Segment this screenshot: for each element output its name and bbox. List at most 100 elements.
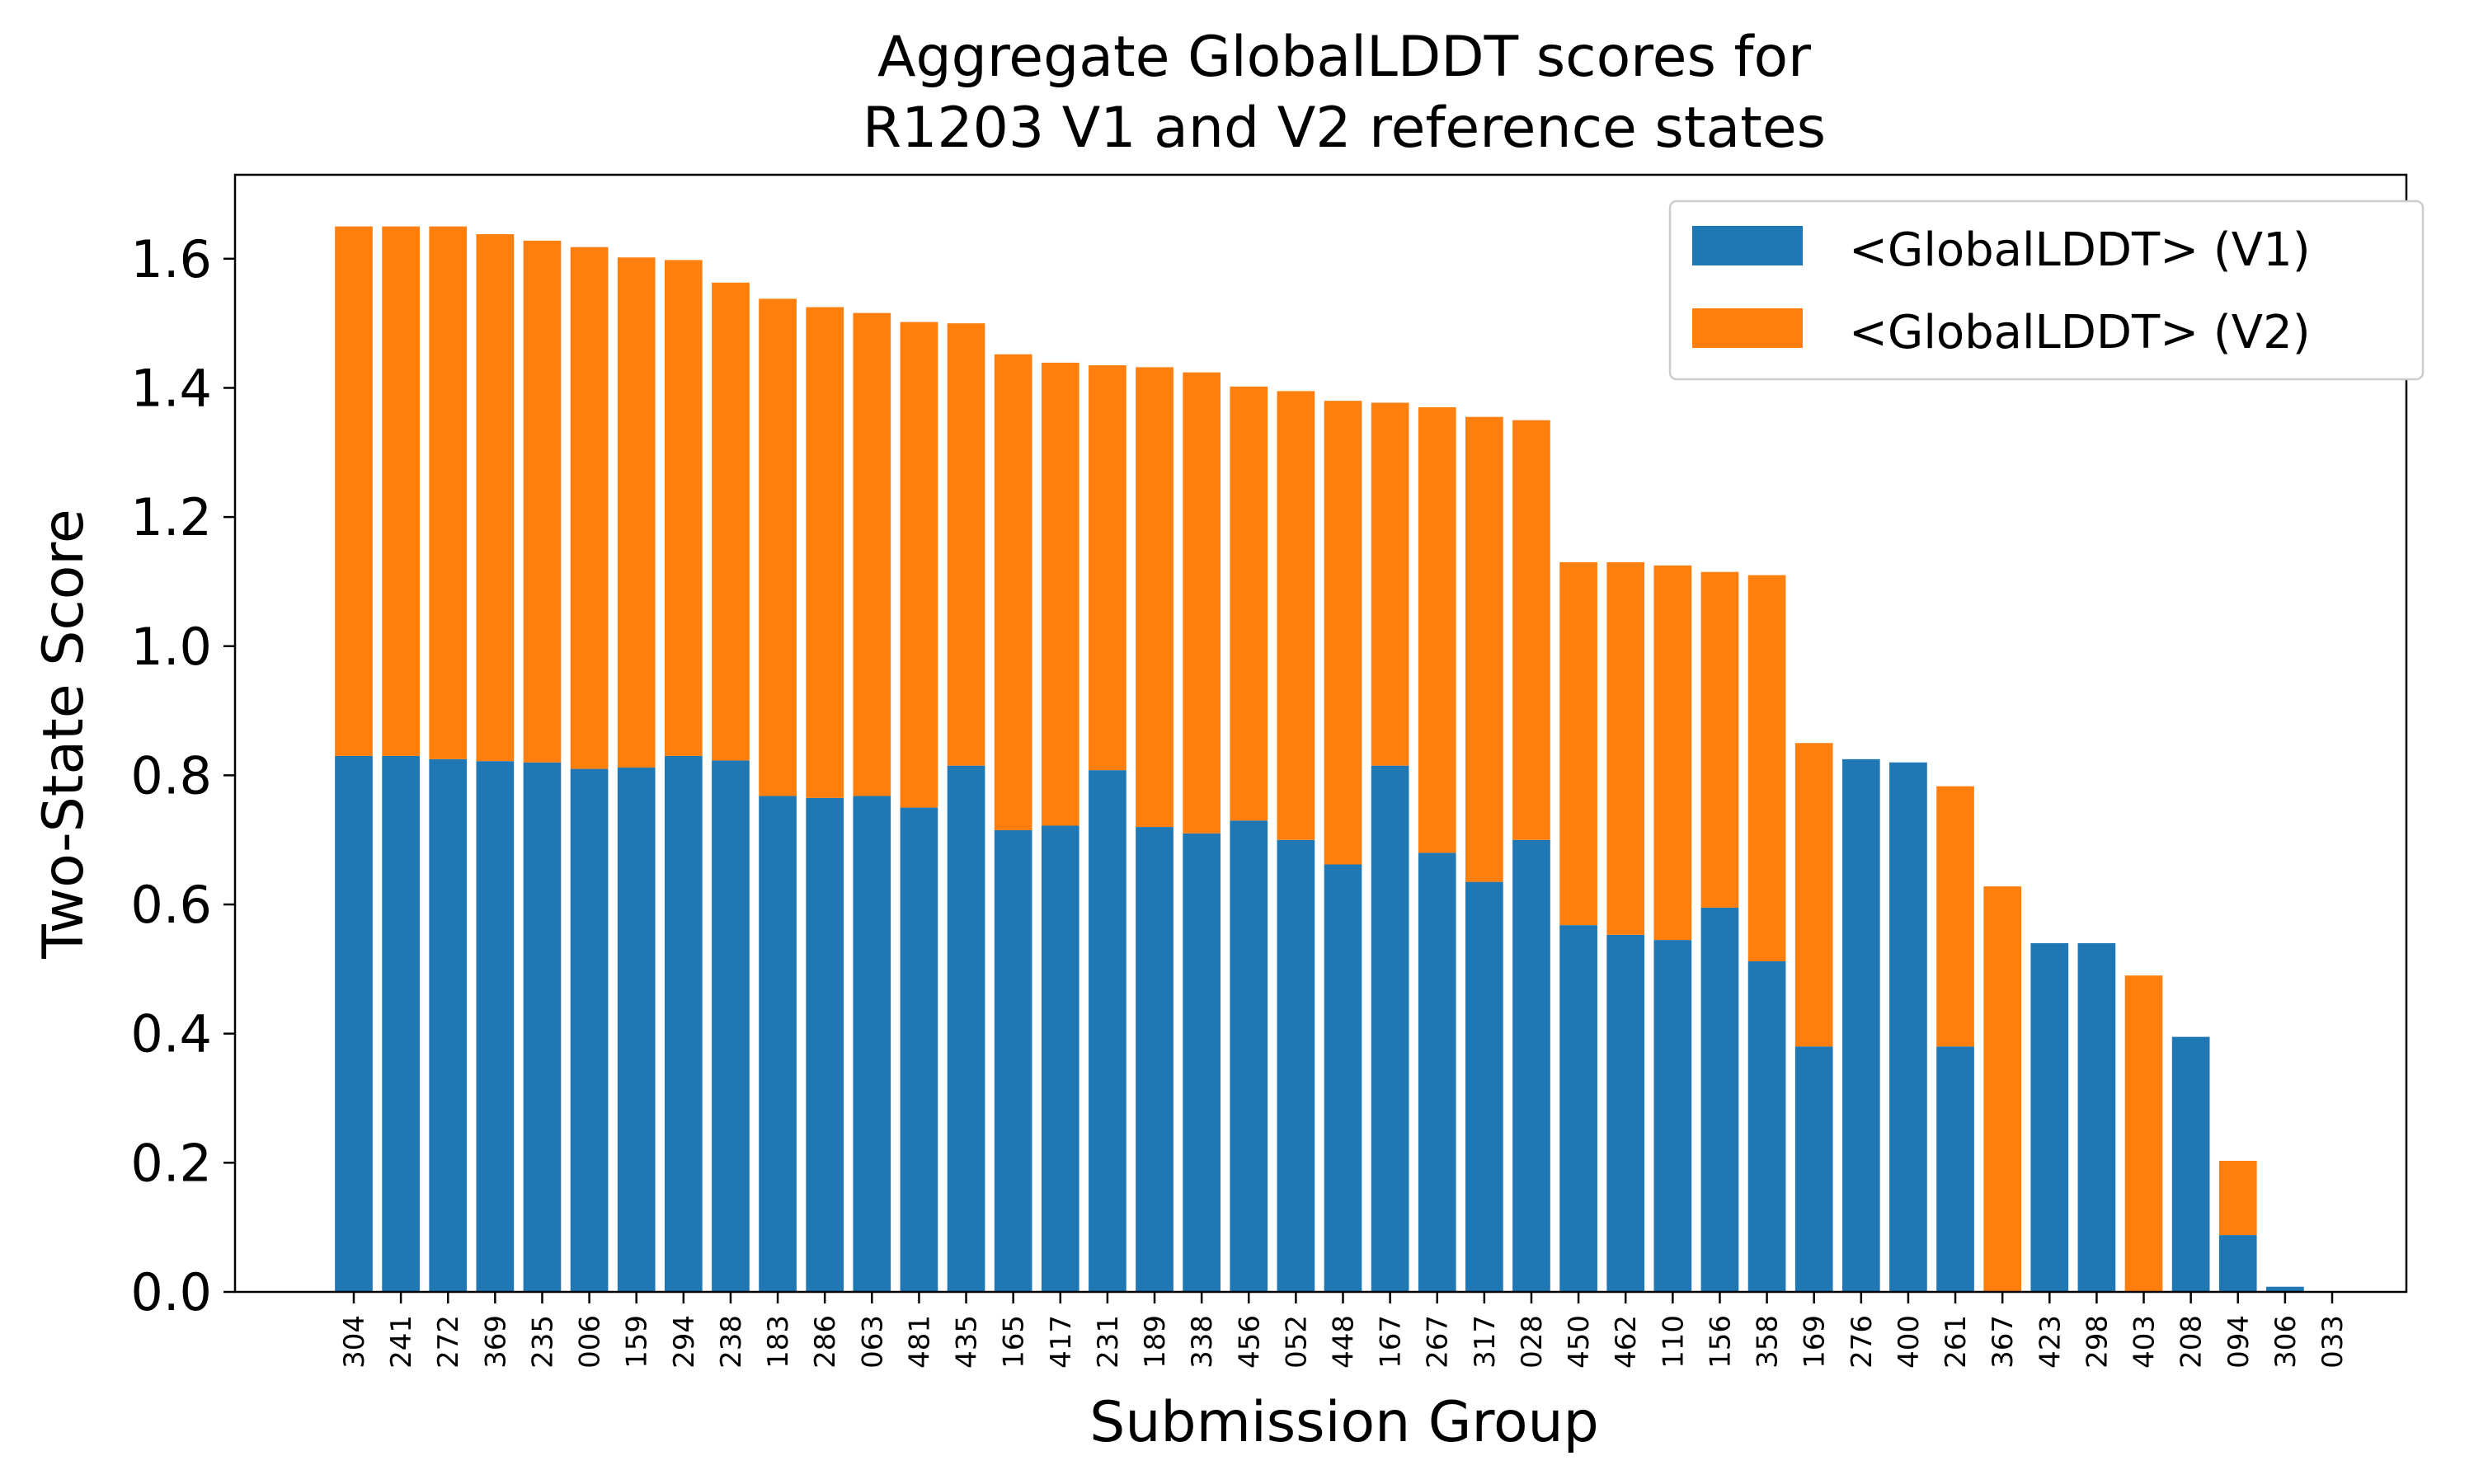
x-tick-label: 006	[574, 1315, 607, 1369]
bar-294-v2	[664, 260, 703, 756]
y-tick-label: 1.2	[130, 487, 212, 547]
bar-272-v1	[429, 758, 468, 1292]
bar-165-v1	[994, 829, 1032, 1292]
y-axis-label: Two-State Score	[31, 509, 96, 959]
x-tick-label: 462	[1610, 1315, 1643, 1369]
bar-450-v1	[1559, 925, 1597, 1292]
bar-169-v1	[1794, 1046, 1833, 1292]
bar-261-v2	[1936, 786, 1974, 1047]
bar-231-v2	[1089, 365, 1126, 771]
x-tick-label: 450	[1563, 1315, 1596, 1369]
x-tick-label: 338	[1186, 1315, 1219, 1369]
bar-267-v2	[1418, 406, 1456, 853]
y-tick-label: 0.2	[130, 1133, 212, 1193]
bar-367-v2	[1983, 886, 2022, 1292]
y-tick-label: 1.6	[130, 229, 212, 289]
bar-063-v1	[853, 796, 891, 1292]
bar-156-v2	[1700, 571, 1739, 908]
bars-group	[335, 226, 2304, 1292]
bar-156-v1	[1700, 907, 1739, 1292]
y-tick-label: 0.4	[130, 1004, 212, 1064]
x-tick-label: 267	[1422, 1315, 1455, 1369]
x-tick-label: 231	[1092, 1315, 1125, 1369]
bar-028-v1	[1512, 839, 1550, 1292]
x-tick-label: 403	[2128, 1315, 2161, 1369]
bar-338-v2	[1183, 372, 1221, 834]
bar-417-v2	[1041, 362, 1079, 826]
bar-167-v1	[1371, 765, 1409, 1292]
x-tick-label: 400	[1893, 1315, 1926, 1369]
legend-label-v1: <GlobalLDDT> (V1)	[1849, 223, 2311, 277]
bar-462-v2	[1606, 561, 1645, 935]
bar-165-v2	[994, 354, 1032, 830]
x-tick-label: 183	[762, 1315, 795, 1369]
x-tick-label: 304	[338, 1315, 371, 1369]
bar-369-v1	[476, 761, 515, 1292]
bar-028-v2	[1512, 420, 1550, 840]
bar-417-v1	[1041, 825, 1079, 1292]
bar-481-v2	[900, 322, 938, 808]
x-tick-label: 294	[668, 1315, 701, 1369]
bar-006-v1	[570, 768, 609, 1292]
bar-448-v1	[1324, 864, 1362, 1292]
bar-094-v2	[2218, 1161, 2257, 1236]
bar-063-v2	[853, 312, 891, 796]
legend-label-v2: <GlobalLDDT> (V2)	[1849, 306, 2311, 359]
bar-435-v2	[947, 323, 985, 766]
bar-286-v2	[806, 307, 844, 798]
x-tick-label: 052	[1280, 1315, 1313, 1369]
bar-298-v1	[2077, 943, 2116, 1292]
bar-450-v2	[1559, 561, 1597, 926]
bar-208-v1	[2171, 1036, 2210, 1292]
x-tick-label: 235	[526, 1315, 559, 1369]
bar-169-v2	[1794, 743, 1833, 1047]
x-tick-label: 159	[621, 1315, 654, 1369]
bar-094-v1	[2218, 1235, 2257, 1292]
x-tick-label: 165	[998, 1315, 1031, 1369]
bar-238-v2	[712, 282, 750, 761]
bar-294-v1	[664, 755, 703, 1292]
x-tick-label: 448	[1328, 1315, 1361, 1369]
x-tick-label: 276	[1846, 1315, 1879, 1369]
y-tick-label: 0.8	[130, 745, 212, 805]
x-tick-label: 169	[1799, 1315, 1832, 1369]
bar-369-v2	[476, 234, 515, 762]
x-tick-label: 241	[385, 1315, 418, 1369]
bar-481-v1	[900, 807, 938, 1292]
bar-241-v1	[382, 755, 420, 1292]
bar-052-v1	[1277, 839, 1315, 1292]
bar-358-v2	[1747, 575, 1786, 961]
bar-403-v2	[2124, 975, 2163, 1292]
legend-swatch-v2	[1692, 308, 1803, 348]
chart-title-line2: R1203 V1 and V2 reference states	[863, 96, 1826, 161]
bar-286-v1	[806, 797, 844, 1292]
x-tick-label: 063	[856, 1315, 889, 1369]
bar-183-v2	[759, 298, 797, 796]
x-tick-label: 423	[2034, 1315, 2067, 1369]
x-tick-label: 367	[1987, 1315, 2020, 1369]
x-tick-label: 208	[2175, 1315, 2208, 1369]
bar-358-v1	[1747, 960, 1786, 1292]
bar-462-v1	[1606, 934, 1645, 1292]
x-tick-label: 094	[2222, 1315, 2255, 1369]
bar-241-v2	[382, 226, 420, 756]
bar-006-v2	[570, 247, 609, 769]
x-tick-label: 481	[903, 1315, 936, 1369]
y-tick-label: 0.6	[130, 875, 212, 935]
bar-159-v2	[617, 257, 656, 768]
x-tick-label: 272	[432, 1315, 465, 1369]
x-tick-label: 298	[2081, 1315, 2114, 1369]
plot-area-frame	[233, 173, 2408, 1294]
x-tick-label: 110	[1657, 1315, 1690, 1369]
bar-110-v2	[1653, 565, 1692, 941]
bar-261-v1	[1936, 1046, 1974, 1292]
bar-183-v1	[759, 796, 797, 1292]
bar-306-v1	[2266, 1286, 2304, 1292]
bar-238-v1	[712, 760, 750, 1292]
x-tick-label: 456	[1233, 1315, 1266, 1369]
x-tick-label: 238	[715, 1315, 748, 1369]
chart-title-line1: Aggregate GlobalLDDT scores for	[877, 25, 1811, 90]
bar-235-v2	[523, 240, 562, 763]
x-tick-label: 167	[1375, 1315, 1408, 1369]
x-tick-label: 286	[809, 1315, 842, 1369]
